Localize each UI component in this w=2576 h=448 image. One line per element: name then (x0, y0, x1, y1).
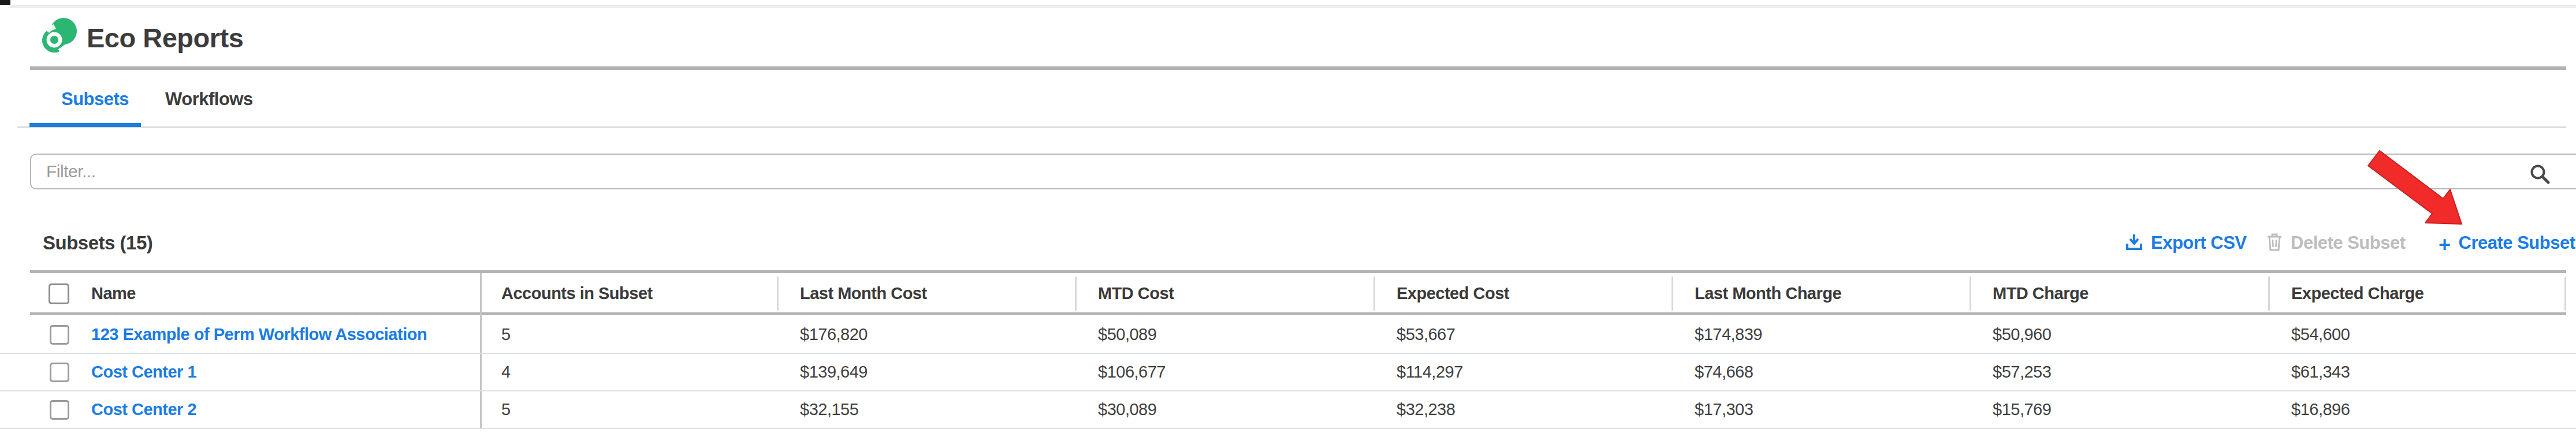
column-header-mtd-charge: MTD Charge (1993, 282, 2089, 305)
cell-last-month-cost: $32,155 (800, 398, 858, 421)
column-header-mtd-cost: MTD Cost (1098, 282, 1174, 305)
column-header-expected-cost: Expected Cost (1397, 282, 1509, 305)
delete-subset-button[interactable]: Delete Subset (2265, 231, 2406, 255)
subset-name-link[interactable]: Cost Center 1 (91, 360, 196, 383)
section-title: Subsets (15) (43, 232, 152, 255)
column-header-expected-charge: Expected Charge (2291, 282, 2424, 305)
cell-expected-cost: $32,238 (1397, 398, 1455, 421)
cell-accounts-in-subset: 5 (501, 323, 511, 346)
create-subset-label: Create Subset (2459, 233, 2575, 253)
column-tick (1373, 277, 1375, 311)
cell-mtd-charge: $50,960 (1993, 323, 2051, 346)
column-tick (2564, 277, 2566, 311)
active-tab-underline (29, 123, 141, 127)
cell-expected-charge: $54,600 (2291, 323, 2350, 346)
delete-subset-label: Delete Subset (2291, 233, 2406, 253)
select-all-checkbox[interactable] (49, 283, 69, 304)
row-checkbox[interactable] (50, 400, 69, 420)
column-header-name: Name (91, 282, 136, 305)
page-title: Eco Reports (87, 24, 243, 51)
column-tick (777, 277, 779, 311)
subset-name-link[interactable]: 123 Example of Perm Workflow Association (91, 323, 427, 346)
cell-mtd-cost: $50,089 (1098, 323, 1156, 346)
cell-expected-cost: $114,297 (1397, 360, 1463, 383)
table-row: Cost Center 2 5 $32,155 $30,089 $32,238 $17,3… (0, 391, 2576, 429)
cell-expected-charge: $61,343 (2291, 360, 2350, 383)
tab-workflows[interactable]: Workflows (165, 87, 253, 112)
row-checkbox[interactable] (50, 325, 69, 345)
table-header-rule (30, 312, 2566, 315)
cell-expected-charge: $16,896 (2291, 398, 2350, 421)
window-corner-artifact (0, 0, 10, 5)
row-checkbox[interactable] (50, 363, 69, 382)
eco-logo-icon (40, 17, 78, 55)
cell-last-month-charge: $17,303 (1695, 398, 1753, 421)
cell-mtd-charge: $15,769 (1993, 398, 2051, 421)
download-icon (2124, 232, 2144, 258)
eco-reports-screen: Eco Reports Subsets Workflows Subsets (1… (0, 0, 2576, 448)
table-row: Cost Center 1 4 $139,649 $106,677 $114,297 $7… (0, 354, 2576, 391)
cell-accounts-in-subset: 4 (501, 360, 511, 383)
trash-icon (2265, 232, 2284, 258)
table-row: 123 Example of Perm Workflow Association… (0, 316, 2576, 354)
plus-icon: + (2439, 233, 2451, 257)
create-subset-button[interactable]: + Create Subset (2439, 231, 2575, 255)
tabs-bottom-border (17, 126, 2566, 128)
header-divider (30, 66, 2566, 70)
cell-mtd-cost: $106,677 (1098, 360, 1166, 383)
export-csv-button[interactable]: Export CSV (2124, 231, 2247, 255)
search-icon[interactable] (2529, 163, 2552, 186)
column-tick (2268, 277, 2270, 311)
cell-last-month-cost: $176,820 (800, 323, 868, 346)
cell-accounts-in-subset: 5 (501, 398, 511, 421)
cell-last-month-charge: $74,668 (1695, 360, 1753, 383)
column-header-last-month-cost: Last Month Cost (800, 282, 927, 305)
cell-mtd-cost: $30,089 (1098, 398, 1156, 421)
top-divider-strip (10, 5, 2576, 8)
cell-last-month-cost: $139,649 (800, 360, 868, 383)
column-header-accounts-in-subset: Accounts in Subset (501, 282, 653, 305)
column-tick (1672, 277, 1673, 311)
cell-last-month-charge: $174,839 (1695, 323, 1762, 346)
cell-mtd-charge: $57,253 (1993, 360, 2051, 383)
cell-expected-cost: $53,667 (1397, 323, 1455, 346)
tab-subsets[interactable]: Subsets (61, 87, 129, 112)
filter-input[interactable] (30, 154, 2576, 189)
table-top-rule (30, 270, 2566, 273)
export-csv-label: Export CSV (2151, 233, 2247, 253)
column-header-last-month-charge: Last Month Charge (1695, 282, 1841, 305)
column-tick (1970, 277, 1971, 311)
column-tick (1075, 277, 1077, 311)
subset-name-link[interactable]: Cost Center 2 (91, 398, 196, 421)
